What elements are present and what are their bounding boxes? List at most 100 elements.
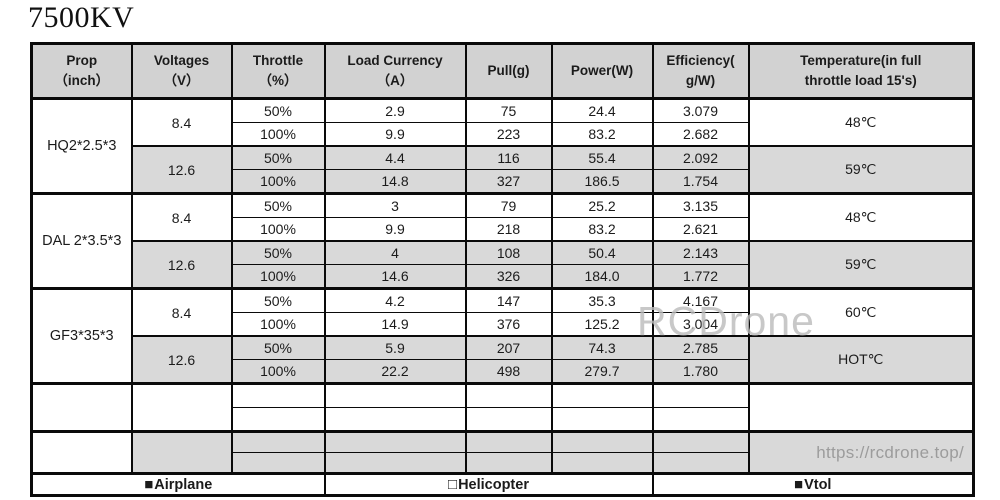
empty-cell (651, 382, 750, 408)
pull-cell: 147 (464, 287, 553, 313)
col-header-throttle: Throttle （%） (230, 43, 326, 100)
throttle-cell: 100% (230, 217, 326, 242)
empty-cell (464, 430, 553, 453)
throttle-cell: 50% (230, 335, 326, 360)
power-cell: 50.4 (550, 240, 654, 265)
temperature-cell: 59℃ (747, 145, 975, 194)
voltage-cell: 12.6 (130, 145, 233, 194)
current-cell: 9.9 (323, 217, 467, 242)
current-cell: 9.9 (323, 122, 467, 147)
col-header-prop: Prop （inch） (30, 43, 133, 100)
voltage-cell: 8.4 (130, 192, 233, 242)
power-cell: 184.0 (550, 264, 654, 289)
current-cell: 2.9 (323, 97, 467, 123)
table-row: GF3*35*3 8.4 50% 4.2 147 35.3 4.167 60℃ (30, 287, 975, 384)
power-cell: 186.5 (550, 169, 654, 194)
table-row: 100% 14.9 376 125.2 3.004 (32, 312, 974, 337)
col-header-temperature: Temperature(in full throttle load 15's) (747, 43, 975, 100)
efficiency-cell: 2.621 (651, 217, 750, 242)
empty-cell (323, 407, 467, 432)
header-line: throttle load 15's) (804, 73, 917, 88)
throttle-cell: 50% (230, 97, 326, 123)
empty-cell (550, 382, 654, 408)
table-row: 100% 9.9 223 83.2 2.682 (32, 122, 974, 147)
col-header-power: Power(W) (550, 43, 654, 100)
legend-vtol-label: Vtol (804, 477, 832, 493)
pull-cell: 327 (464, 169, 553, 194)
prop-cell: HQ2*2.5*3 (30, 97, 133, 194)
current-cell: 4.2 (323, 287, 467, 313)
empty-square-icon: □ (448, 476, 458, 494)
filled-square-icon: ■ (794, 476, 804, 494)
current-cell: 14.6 (323, 264, 467, 289)
efficiency-cell: 1.780 (651, 359, 750, 384)
throttle-cell: 50% (230, 145, 326, 170)
legend-helicopter: □Helicopter (323, 472, 654, 496)
efficiency-cell: 2.092 (651, 145, 750, 170)
pull-cell: 223 (464, 122, 553, 147)
efficiency-cell: 2.143 (651, 240, 750, 265)
power-cell: 125.2 (550, 312, 654, 337)
throttle-cell: 100% (230, 264, 326, 289)
prop-cell: GF3*35*3 (30, 287, 133, 384)
table-row: HQ2*2.5*3 8.4 50% 2.9 75 24.4 3.079 48℃ (30, 97, 975, 194)
empty-cell (30, 430, 133, 474)
empty-cell (30, 382, 133, 432)
efficiency-cell: 2.682 (651, 122, 750, 147)
temperature-cell: 48℃ (747, 97, 975, 147)
throttle-cell: 50% (230, 240, 326, 265)
legend-vtol: ■Vtol (651, 472, 975, 496)
empty-cell (464, 452, 553, 474)
throttle-cell: 50% (230, 192, 326, 218)
efficiency-cell: 2.785 (651, 335, 750, 360)
throttle-cell: 100% (230, 169, 326, 194)
empty-cell (230, 452, 326, 474)
url-watermark: https://rcdrone.top/ (816, 442, 964, 462)
empty-cell (651, 430, 750, 453)
table-row: 12.6 50% 5.9 207 74.3 2.785 HOT℃ (32, 335, 975, 384)
legend-airplane: ■Airplane (30, 472, 326, 496)
table-row (32, 452, 974, 474)
col-header-efficiency: Efficiency(g/W) (651, 43, 750, 100)
pull-cell: 218 (464, 217, 553, 242)
col-header-load-currency: Load Currency （A） (323, 43, 467, 100)
current-cell: 4.4 (323, 145, 467, 170)
header-line: Temperature(in full (800, 53, 922, 69)
filled-square-icon: ■ (144, 476, 154, 494)
throttle-cell: 50% (230, 287, 326, 313)
pull-cell: 498 (464, 359, 553, 384)
voltage-cell: 12.6 (130, 240, 233, 289)
throttle-cell: 100% (230, 312, 326, 337)
table-row: 100% 14.8 327 186.5 1.754 (32, 169, 974, 194)
col-header-voltages: Voltages （V） (130, 43, 233, 100)
header-line: Throttle (252, 53, 304, 69)
table-row (32, 407, 974, 432)
power-cell: 279.7 (550, 359, 654, 384)
empty-cell (550, 430, 654, 453)
power-cell: 55.4 (550, 145, 654, 170)
voltage-cell: 12.6 (130, 335, 233, 384)
empty-cell (230, 407, 326, 432)
table-row (30, 382, 975, 432)
temperature-cell: 48℃ (747, 192, 975, 242)
table-row: 12.6 50% 4 108 50.4 2.143 59℃ (32, 240, 975, 289)
power-cell: 83.2 (550, 217, 654, 242)
empty-cell (323, 452, 467, 474)
header-line: （V） (163, 73, 200, 88)
col-header-pull: Pull(g) (464, 43, 553, 100)
empty-cell (464, 407, 553, 432)
prop-cell: DAL 2*3.5*3 (30, 192, 133, 289)
current-cell: 3 (323, 192, 467, 218)
empty-cell (747, 382, 975, 432)
header-line: Power(W) (570, 63, 634, 79)
legend-helicopter-label: Helicopter (458, 477, 529, 493)
efficiency-cell: 1.772 (651, 264, 750, 289)
pull-cell: 79 (464, 192, 553, 218)
voltage-cell: 8.4 (130, 287, 233, 337)
voltage-cell: 8.4 (130, 97, 233, 147)
efficiency-cell: 3.004 (651, 312, 750, 337)
current-cell: 14.8 (323, 169, 467, 194)
empty-cell (651, 452, 750, 474)
header-line: Efficiency( (666, 53, 735, 69)
empty-cell (550, 452, 654, 474)
